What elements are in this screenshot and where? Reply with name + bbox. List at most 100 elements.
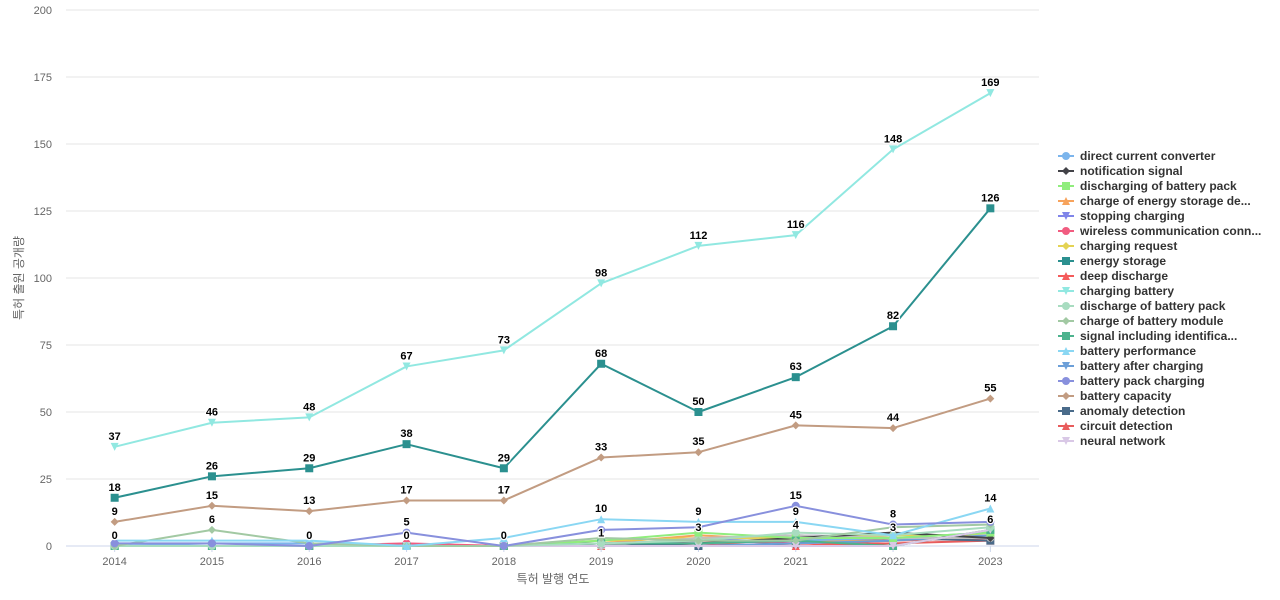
legend-marker <box>1062 301 1070 310</box>
data-label: 5 <box>403 517 409 529</box>
legend-marker <box>1062 211 1070 220</box>
legend-item[interactable]: charging request <box>1058 238 1280 253</box>
y-tick-label: 200 <box>34 5 52 17</box>
legend-item[interactable]: neural network <box>1058 433 1280 448</box>
legend-item[interactable]: discharging of battery pack <box>1058 178 1280 193</box>
data-point <box>791 373 800 382</box>
y-tick-label: 175 <box>34 72 52 84</box>
data-point <box>986 204 995 213</box>
x-tick-label: 2023 <box>978 556 1002 568</box>
data-label: 3 <box>695 522 701 534</box>
data-point <box>597 515 606 524</box>
legend-marker <box>1062 256 1070 265</box>
legend-item[interactable]: anomaly detection <box>1058 403 1280 418</box>
data-point <box>597 453 606 462</box>
data-label: 15 <box>790 490 802 502</box>
legend-marker <box>1062 376 1070 385</box>
legend-symbol-icon <box>1058 376 1074 385</box>
data-label: 33 <box>595 442 607 454</box>
data-point <box>791 501 800 510</box>
legend-item[interactable]: deep discharge <box>1058 268 1280 283</box>
legend-label: neural network <box>1080 433 1166 448</box>
y-axis-title: 특허 출원 공개량 <box>12 236 26 320</box>
data-label: 10 <box>595 503 607 515</box>
legend-item[interactable]: discharge of battery pack <box>1058 298 1280 313</box>
legend-label: battery performance <box>1080 343 1197 358</box>
legend-marker <box>1062 241 1070 250</box>
series-16 <box>110 394 995 526</box>
legend-marker <box>1062 181 1070 190</box>
legend-marker <box>1062 406 1070 415</box>
legend-item[interactable]: battery pack charging <box>1058 373 1280 388</box>
legend-marker <box>1062 421 1070 430</box>
legend-marker <box>1062 166 1070 175</box>
legend-item[interactable]: wireless communication conn... <box>1058 223 1280 238</box>
legend-item[interactable]: stopping charging <box>1058 208 1280 223</box>
data-label: 116 <box>787 219 805 231</box>
data-point <box>791 536 800 545</box>
x-tick-label: 2022 <box>881 556 905 568</box>
y-tick-label: 125 <box>34 206 52 218</box>
data-label: 44 <box>887 412 900 424</box>
series-line <box>114 507 991 547</box>
legend-label: charge of battery module <box>1080 313 1224 328</box>
series-line <box>114 504 991 547</box>
data-point <box>110 517 119 526</box>
legend-marker <box>1062 436 1070 445</box>
legend-marker <box>1062 391 1070 400</box>
legend-item[interactable]: energy storage <box>1058 253 1280 268</box>
data-point <box>305 464 314 473</box>
data-point <box>207 472 216 481</box>
legend-item[interactable]: charge of battery module <box>1058 313 1280 328</box>
legend-symbol-icon <box>1058 301 1074 310</box>
data-label: 67 <box>400 350 412 362</box>
legend-item[interactable]: signal including identifica... <box>1058 328 1280 343</box>
data-point <box>889 424 898 433</box>
legend-item[interactable]: charging battery <box>1058 283 1280 298</box>
legend-symbol-icon <box>1058 196 1074 205</box>
legend-item[interactable]: battery performance <box>1058 343 1280 358</box>
data-point <box>110 442 119 451</box>
series-7 <box>110 204 995 502</box>
legend-item[interactable]: battery capacity <box>1058 388 1280 403</box>
data-label: 112 <box>690 230 708 242</box>
data-label: 6 <box>209 514 215 526</box>
legend-label: battery pack charging <box>1080 373 1205 388</box>
data-point <box>694 536 703 545</box>
legend-marker <box>1062 271 1070 280</box>
x-tick-label: 2017 <box>394 556 418 568</box>
legend-label: stopping charging <box>1080 208 1185 223</box>
data-point <box>986 517 995 526</box>
data-label: 48 <box>303 401 315 413</box>
data-point <box>597 525 606 534</box>
legend-label: charge of energy storage de... <box>1080 193 1251 208</box>
data-point <box>986 89 995 98</box>
data-point <box>889 322 898 331</box>
data-point <box>597 279 606 288</box>
data-label: 50 <box>692 396 704 408</box>
data-point <box>499 542 508 550</box>
legend-item[interactable]: battery after charging <box>1058 358 1280 373</box>
data-label: 18 <box>109 482 121 494</box>
y-tick-label: 100 <box>34 273 52 285</box>
data-point <box>694 523 703 532</box>
data-point <box>694 448 703 457</box>
data-label: 73 <box>498 334 510 346</box>
legend-label: energy storage <box>1080 253 1167 268</box>
series-line <box>114 92 991 448</box>
legend-symbol-icon <box>1058 421 1074 430</box>
legend-item[interactable]: direct current converter <box>1058 148 1280 163</box>
series-line <box>114 207 992 499</box>
legend-item[interactable]: notification signal <box>1058 163 1280 178</box>
legend-item[interactable]: circuit detection <box>1058 418 1280 433</box>
data-point <box>402 542 411 550</box>
x-tick-label: 2014 <box>102 556 126 568</box>
legend-symbol-icon <box>1058 226 1074 235</box>
legend-label: signal including identifica... <box>1080 328 1238 343</box>
data-point <box>499 533 508 542</box>
data-point <box>986 504 995 513</box>
legend-item[interactable]: charge of energy storage de... <box>1058 193 1280 208</box>
legend-symbol-icon <box>1058 271 1074 280</box>
data-label: 0 <box>112 530 118 542</box>
